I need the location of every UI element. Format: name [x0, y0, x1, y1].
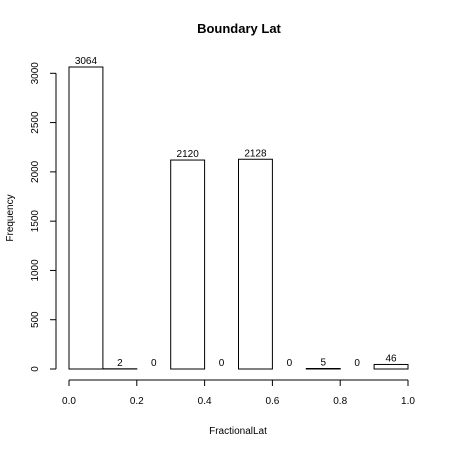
x-axis-label: FractionalLat	[209, 426, 267, 437]
histogram-bar	[238, 158, 273, 370]
x-tick-label: 0.4	[198, 396, 212, 407]
bar-value-label: 0	[287, 358, 293, 369]
y-tick-label: 2500	[30, 111, 41, 134]
y-tick-label: 1000	[30, 259, 41, 282]
bar-value-label: 0	[219, 358, 225, 369]
histogram-bar	[373, 363, 409, 370]
y-tick-label: 2000	[30, 160, 41, 183]
bar-value-label: 0	[354, 358, 360, 369]
y-tick-label: 1500	[30, 210, 41, 233]
x-tick-label: 0.2	[130, 396, 144, 407]
y-axis-label: Frequency	[5, 194, 16, 241]
bar-value-label: 0	[151, 358, 157, 369]
x-tick-label: 1.0	[401, 396, 415, 407]
bar-value-label: 3064	[75, 56, 98, 67]
bar-value-label: 5	[320, 358, 326, 369]
y-tick-label: 0	[30, 366, 41, 372]
histogram-bar	[68, 66, 104, 370]
y-tick-label: 500	[30, 311, 41, 328]
bar-value-label: 2	[117, 358, 123, 369]
x-axis: 0.0 0.2 0.4 0.6 0.8 1.0	[62, 379, 415, 407]
bar-value-label: 2128	[244, 148, 267, 159]
y-axis: 0 500 1000 1500 2000 2500 3000	[30, 62, 57, 372]
x-tick-label: 0.0	[62, 396, 76, 407]
bars-group	[68, 66, 409, 370]
bar-value-label: 2120	[177, 149, 200, 160]
y-tick-label: 3000	[30, 62, 41, 85]
x-tick-label: 0.6	[265, 396, 279, 407]
histogram-bar	[170, 159, 206, 370]
data-labels-group: 3064 2 0 2120 0 2128 0 5 0 46	[75, 56, 397, 369]
chart-title: Boundary Lat	[197, 21, 281, 36]
bar-value-label: 46	[385, 353, 397, 364]
x-tick-label: 0.8	[333, 396, 347, 407]
